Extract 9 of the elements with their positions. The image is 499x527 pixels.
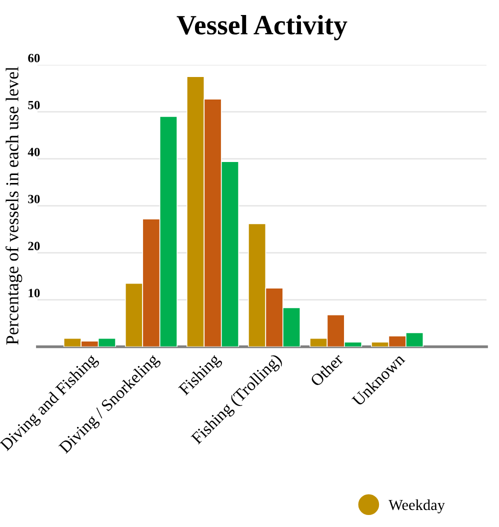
y-tick-label: 40 [28, 148, 40, 156]
y-tick-label: 10 [28, 288, 40, 298]
y-tick-label: 30 [28, 194, 40, 204]
y-tick-label: 20 [28, 242, 40, 250]
y-tick-label: 60 [28, 54, 40, 62]
y-axis-title: Percentage of vessels in each use level [6, 66, 22, 345]
y-tick-label: 50 [28, 100, 40, 110]
legend-label: Weekday [388, 499, 445, 514]
chart-title: Vessel Activity [176, 14, 348, 40]
